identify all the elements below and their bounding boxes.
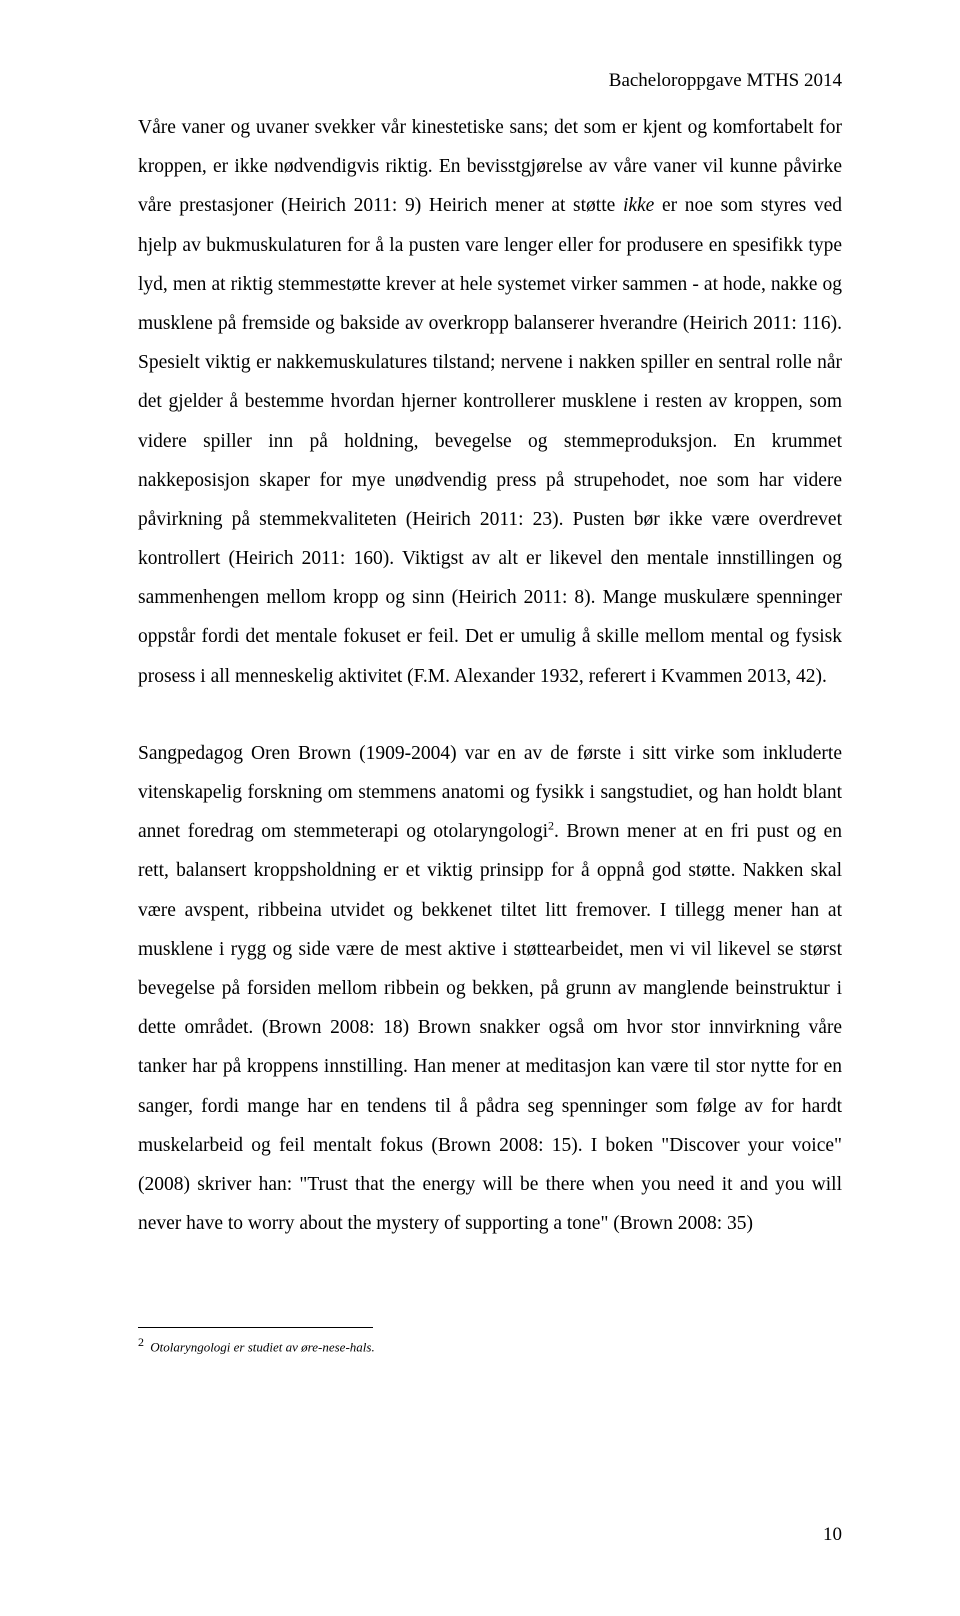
paragraph-spacer xyxy=(138,696,842,734)
body-text-block: Våre vaner og uvaner svekker vår kineste… xyxy=(138,108,842,1243)
page-number: 10 xyxy=(823,1524,842,1546)
paragraph-1-italic-ikke: ikke xyxy=(623,195,654,216)
page-content: Våre vaner og uvaner svekker vår kineste… xyxy=(0,0,960,1417)
footnote-2: 2 Otolaryngologi er studiet av øre-nese-… xyxy=(138,1334,842,1357)
paragraph-1-part-b: er noe som styres ved hjelp av bukmuskul… xyxy=(138,195,842,686)
paragraph-1: Våre vaner og uvaner svekker vår kineste… xyxy=(138,108,842,696)
running-header-right: Bacheloroppgave MTHS 2014 xyxy=(609,70,842,92)
paragraph-2-part-b: . Brown mener at en fri pust og en rett,… xyxy=(138,821,842,1234)
footnote-separator xyxy=(138,1327,373,1328)
footnote-text: Otolaryngologi er studiet av øre-nese-ha… xyxy=(147,1340,375,1355)
footnote-number: 2 xyxy=(138,1335,144,1349)
paragraph-2: Sangpedagog Oren Brown (1909-2004) var e… xyxy=(138,734,842,1243)
